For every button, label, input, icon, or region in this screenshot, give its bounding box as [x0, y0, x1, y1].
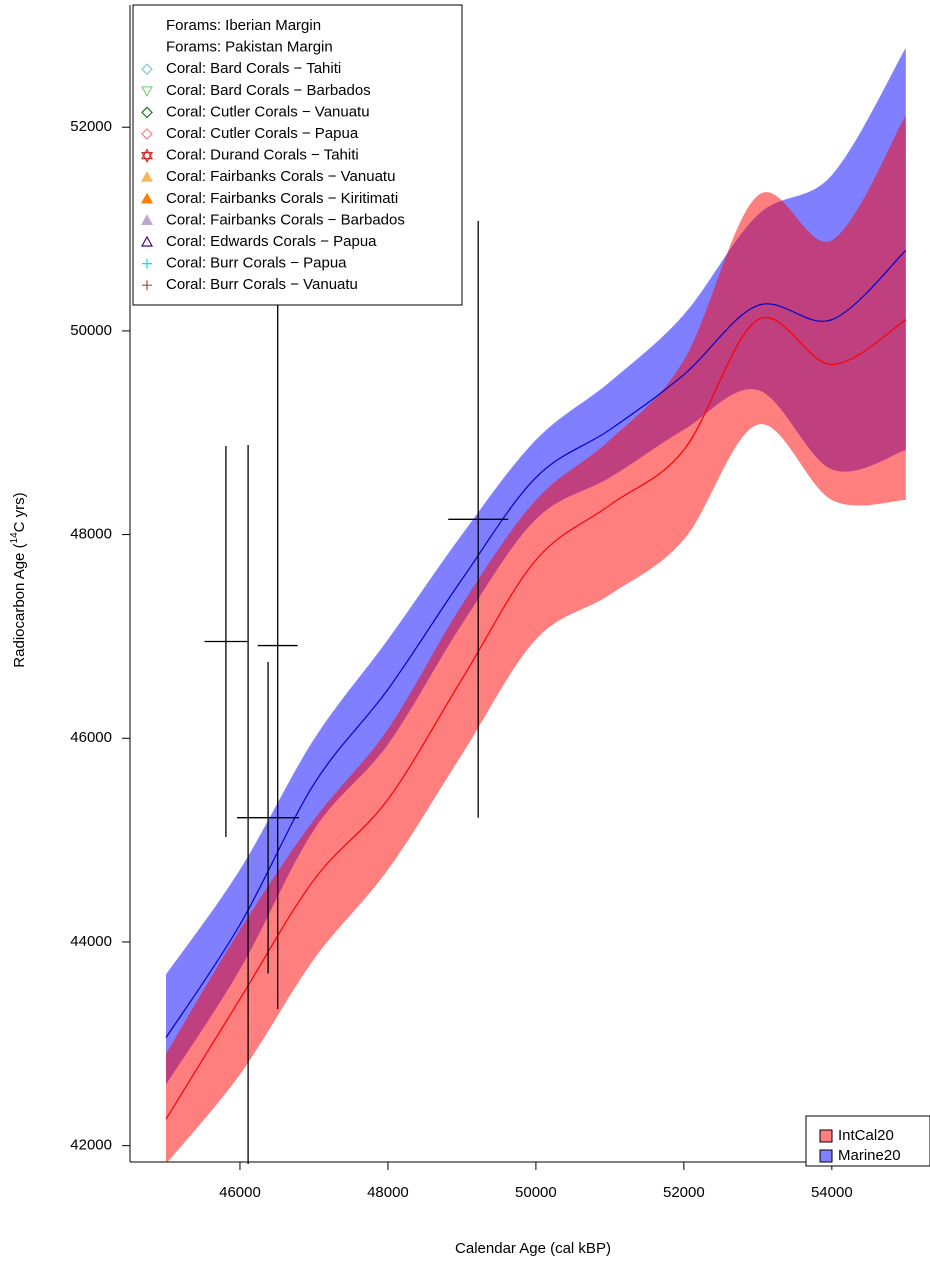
x-tick-label: 50000: [515, 1184, 557, 1201]
legend-symbol: [140, 192, 154, 204]
legend-label: Coral: Bard Corals − Barbados: [166, 82, 371, 99]
legend-symbol: [142, 258, 152, 269]
legend-label: Coral: Cutler Corals − Papua: [166, 125, 359, 142]
legend-label: Marine20: [838, 1147, 901, 1164]
legend-label: Coral: Edwards Corals − Papua: [166, 233, 377, 250]
legend-swatch: [819, 1149, 833, 1163]
legend-symbol: [140, 170, 154, 182]
x-tick-label: 54000: [811, 1184, 853, 1201]
x-tick-label: 46000: [219, 1184, 261, 1201]
y-tick-label: 48000: [70, 526, 112, 543]
center-line: [165, 250, 907, 1039]
legend-box: [132, 4, 463, 306]
legend-label: Coral: Bard Corals − Tahiti: [166, 60, 341, 77]
legend-symbol: [140, 86, 154, 98]
legend-swatch: [819, 1129, 833, 1143]
legend-symbol: [142, 280, 152, 291]
y-tick-label: 52000: [70, 118, 112, 135]
y-tick-label: 42000: [70, 1137, 112, 1154]
legend-symbol: [141, 128, 153, 140]
legend-label: Coral: Cutler Corals − Vanuatu: [166, 103, 370, 120]
legend-label: Forams: Pakistan Margin: [166, 39, 333, 56]
y-tick-label: 44000: [70, 933, 112, 950]
y-label-part: Radiocarbon Age (: [11, 543, 28, 667]
legend-label: Forams: Iberian Margin: [166, 17, 321, 34]
x-tick-label: 52000: [663, 1184, 705, 1201]
x-axis-label: Calendar Age (cal kBP): [455, 1240, 611, 1257]
band: [165, 114, 906, 1162]
legend-symbol: [140, 235, 154, 247]
legend-symbol: [140, 148, 154, 163]
legend-label: Coral: Durand Corals − Tahiti: [166, 147, 359, 164]
legend-symbol: [141, 106, 153, 119]
legend-label: Coral: Fairbanks Corals − Kiritimati: [166, 190, 398, 207]
legend-label: Coral: Burr Corals − Papua: [166, 255, 347, 272]
legend-symbol: [141, 63, 153, 76]
legend-label: Coral: Fairbanks Corals − Barbados: [166, 211, 405, 228]
plot-area: [165, 47, 907, 1162]
y-label-part: C yrs): [11, 492, 28, 532]
legend-symbol: [140, 214, 154, 225]
y-tick-label: 50000: [70, 322, 112, 339]
legend-label: Coral: Fairbanks Corals − Vanuatu: [166, 168, 395, 185]
x-tick-label: 48000: [367, 1184, 409, 1201]
legend-label: Coral: Burr Corals − Vanuatu: [166, 276, 358, 293]
center-line: [165, 316, 907, 1120]
y-label-sup: 14: [9, 532, 20, 544]
y-tick-label: 46000: [70, 729, 112, 746]
y-axis-label: Radiocarbon Age (14C yrs): [9, 492, 28, 667]
legend-label: IntCal20: [838, 1127, 894, 1144]
